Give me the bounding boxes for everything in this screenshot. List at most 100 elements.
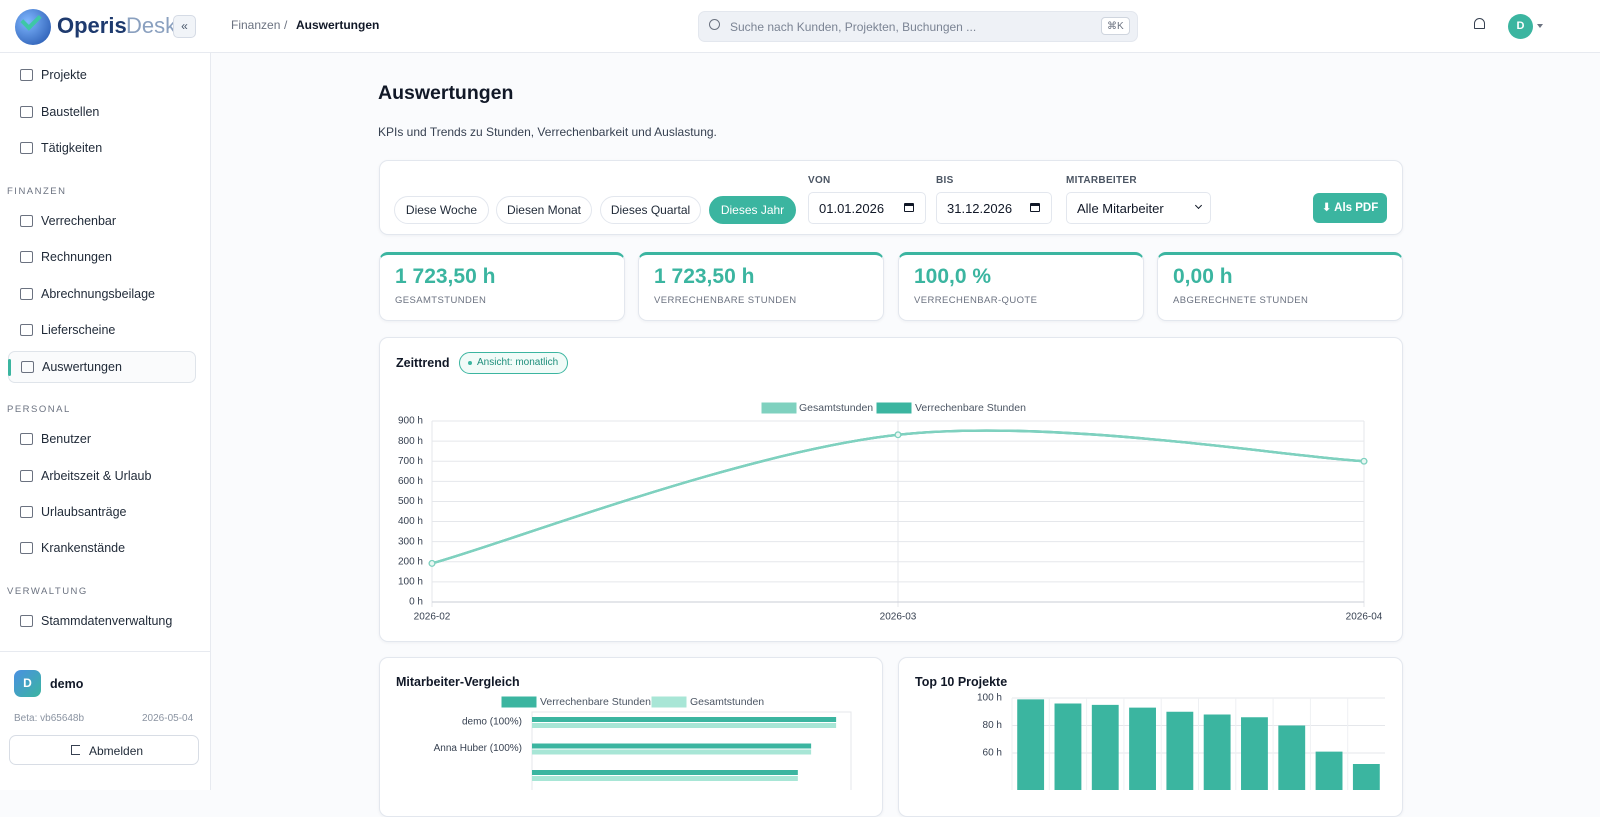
- nav-section-title: VERWALTUNG: [7, 586, 88, 598]
- nav-item[interactable]: Verrechenbar: [8, 206, 196, 238]
- nav-item[interactable]: Krankenstände: [8, 533, 196, 565]
- sidebar-user-name: demo: [50, 677, 84, 691]
- nav-label: Urlaubsanträge: [41, 504, 127, 519]
- badge-dot: [468, 361, 472, 365]
- view-badge[interactable]: Ansicht: monatlich: [459, 352, 569, 374]
- field-label: VON: [808, 175, 831, 186]
- kpi-card: 1 723,50 h GESAMTSTUNDEN: [379, 252, 625, 321]
- chart-title: Zeittrend: [396, 356, 450, 370]
- collapse-button[interactable]: «: [173, 15, 196, 38]
- filter-chip[interactable]: Diese Woche: [394, 196, 489, 224]
- logout-label: Abmelden: [89, 744, 144, 758]
- nav-icon: [20, 251, 33, 264]
- nav-label: Baustellen: [41, 104, 100, 119]
- nav-label: Lieferscheine: [41, 322, 116, 337]
- kpi-value: 1 723,50 h: [654, 265, 755, 288]
- nav-icon: [20, 615, 33, 628]
- nav-icon: [20, 69, 33, 81]
- nav-label: Benutzer: [41, 432, 92, 447]
- nav-label: Arbeitszeit & Urlaub: [41, 468, 152, 483]
- nav-item[interactable]: Baustellen: [8, 97, 196, 129]
- version: Beta: vb65648b: [14, 713, 85, 724]
- search-shortcut: ⌘K: [1101, 17, 1130, 35]
- chart-title: Mitarbeiter-Vergleich: [396, 675, 520, 689]
- nav-item[interactable]: Rechnungen: [8, 242, 196, 274]
- user-avatar[interactable]: D: [1508, 14, 1533, 39]
- kpi-label: ABGERECHNETE STUNDEN: [1173, 295, 1309, 306]
- sidebar: [0, 53, 211, 790]
- field-label: MITARBEITER: [1066, 175, 1137, 186]
- nav-item[interactable]: Auswertungen: [8, 351, 196, 384]
- nav-label: Rechnungen: [41, 250, 112, 265]
- nav-section-title: FINANZEN: [7, 186, 67, 197]
- breadcrumb-parent[interactable]: Finanzen: [231, 18, 281, 32]
- chart-panel: [379, 337, 1403, 642]
- nav-icon: [20, 433, 33, 446]
- nav-section-title: PERSONAL: [7, 404, 71, 416]
- logo: [15, 9, 51, 45]
- nav-icon: [20, 105, 33, 118]
- build-date: 2026-05-04: [142, 713, 194, 724]
- nav-active-bar: [8, 359, 11, 377]
- nav-icon: [20, 323, 33, 336]
- date-input[interactable]: 01.01.2026: [808, 192, 926, 224]
- sidebar-user-avatar: D: [14, 670, 41, 697]
- nav-item[interactable]: Arbeitszeit & Urlaub: [8, 461, 196, 493]
- sidebar-divider: [0, 651, 211, 652]
- nav-icon: [21, 361, 34, 374]
- nav-label: Auswertungen: [42, 360, 122, 375]
- search-icon: [709, 19, 720, 30]
- pdf-button[interactable]: ⬇ Als PDF: [1313, 193, 1387, 223]
- nav-label: Abrechnungsbeilage: [41, 286, 155, 301]
- logout-button[interactable]: Abmelden: [9, 735, 199, 765]
- page-title: Auswertungen: [378, 82, 514, 104]
- chart-title: Top 10 Projekte: [915, 675, 1008, 689]
- nav-item[interactable]: Projekte: [8, 60, 196, 92]
- brand: Operis: [57, 13, 127, 38]
- employee-select[interactable]: Alle Mitarbeiter: [1066, 192, 1211, 224]
- nav-label: Tätigkeiten: [41, 141, 103, 155]
- nav-icon: [20, 469, 33, 482]
- kpi-label: VERRECHENBAR-QUOTE: [914, 295, 1038, 306]
- page-subtitle: KPIs und Trends zu Stunden, Verrechenbar…: [378, 125, 717, 139]
- breadcrumb-current: Auswertungen: [296, 18, 380, 32]
- kpi-card: 100,0 % VERRECHENBAR-QUOTE: [898, 252, 1144, 321]
- select-caret: [1194, 201, 1203, 210]
- nav-icon: [20, 142, 33, 154]
- kpi-label: VERRECHENBARE STUNDEN: [654, 295, 797, 306]
- nav-item[interactable]: Abrechnungsbeilage: [8, 279, 196, 311]
- kpi-value: 1 723,50 h: [395, 265, 496, 288]
- nav-label: Krankenstände: [41, 541, 126, 556]
- nav-item[interactable]: Stammdatenverwaltung: [8, 606, 196, 638]
- nav-label: Stammdatenverwaltung: [41, 614, 173, 629]
- nav-icon: [20, 542, 33, 555]
- search-placeholder: Suche nach Kunden, Projekten, Buchungen …: [730, 20, 977, 34]
- nav-label: Projekte: [41, 68, 87, 82]
- kpi-card: 0,00 h ABGERECHNETE STUNDEN: [1157, 252, 1403, 321]
- date-input[interactable]: 31.12.2026: [936, 192, 1052, 224]
- nav-icon: [20, 215, 33, 227]
- nav-label: Verrechenbar: [41, 214, 117, 228]
- filter-chip[interactable]: Diesen Monat: [496, 196, 592, 224]
- nav-item[interactable]: Tätigkeiten: [8, 133, 196, 165]
- breadcrumb-sep: /: [284, 18, 288, 32]
- nav-item[interactable]: Lieferscheine: [8, 315, 196, 347]
- field-label: BIS: [936, 175, 954, 186]
- search-box[interactable]: Suche nach Kunden, Projekten, Buchungen …: [698, 11, 1138, 42]
- content: Operis Desk « Finanzen / Auswertungen Suche na…: [0, 9, 1543, 817]
- nav-item[interactable]: Urlaubsanträge: [8, 497, 196, 529]
- notification-bell[interactable]: [1474, 18, 1485, 29]
- nav-icon: [20, 505, 33, 518]
- kpi-value: 100,0 %: [914, 265, 992, 288]
- page: Operis Desk « Finanzen / Auswertungen Suche na…: [0, 9, 1600, 817]
- kpi-value: 0,00 h: [1173, 265, 1233, 288]
- nav-icon: [20, 287, 33, 300]
- filter-chip[interactable]: Dieses Quartal: [600, 196, 701, 224]
- calendar-icon: [904, 203, 914, 212]
- filter-chip[interactable]: Dieses Jahr: [709, 196, 796, 224]
- nav-item[interactable]: Benutzer: [8, 424, 196, 456]
- brand-suffix: Desk: [126, 13, 177, 38]
- avatar-caret: [1537, 24, 1543, 28]
- kpi-card: 1 723,50 h VERRECHENBARE STUNDEN: [638, 252, 884, 321]
- kpi-label: GESAMTSTUNDEN: [395, 295, 487, 306]
